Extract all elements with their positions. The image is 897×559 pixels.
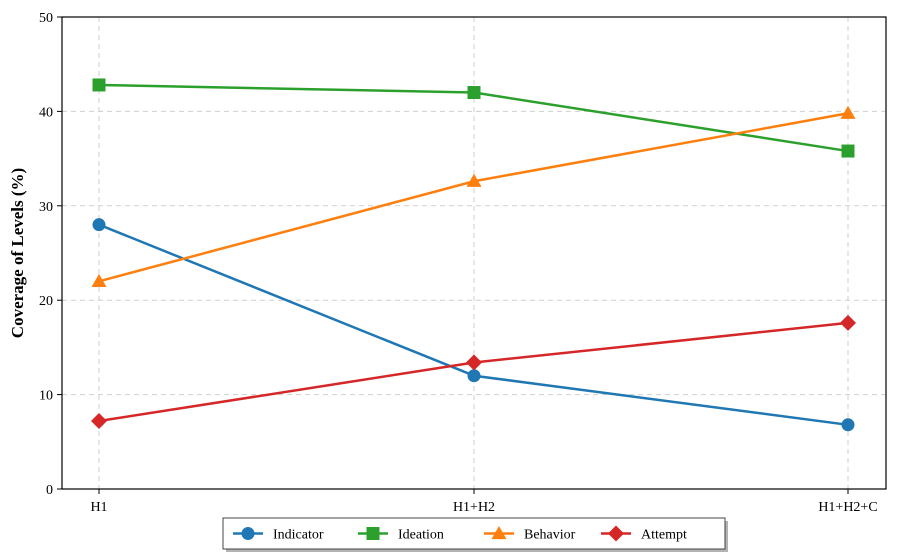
- data-point-ideation: [467, 86, 481, 100]
- y-tick-label: 10: [39, 389, 53, 404]
- y-tick-label: 0: [46, 483, 53, 498]
- data-point-attempt: [840, 314, 856, 331]
- data-point-ideation: [92, 78, 106, 92]
- series-behavior: [91, 105, 856, 287]
- x-tick-label: H1+H2+C: [818, 500, 877, 515]
- legend-marker-indicator: [241, 527, 255, 540]
- data-point-behavior: [840, 105, 856, 119]
- data-point-indicator: [467, 369, 481, 383]
- axes: 0 10 20 30 40 50 H1 H1+H2 H1+H2+C: [39, 11, 878, 515]
- y-tick-label: 30: [39, 200, 53, 215]
- legend-marker-behavior: [491, 526, 507, 540]
- x-tick-label: H1: [90, 500, 107, 515]
- legend-marker-attempt: [608, 525, 624, 542]
- y-tick-label: 40: [39, 105, 53, 120]
- legend-label-behavior: Behavior: [524, 528, 576, 543]
- data-point-indicator: [841, 418, 855, 432]
- data-point-ideation: [841, 144, 855, 158]
- legend-label-attempt: Attempt: [641, 528, 687, 543]
- grid: [62, 17, 886, 489]
- series-ideation: [92, 78, 855, 158]
- legend-item-attempt: Attempt: [601, 525, 687, 543]
- series-indicator: [92, 218, 855, 432]
- y-tick-label: 50: [39, 11, 53, 26]
- data-point-behavior: [91, 273, 107, 287]
- legend-item-indicator: Indicator: [233, 527, 324, 543]
- y-tick-label: 20: [39, 294, 53, 309]
- legend: Indicator Ideation Behavior Attempt: [222, 517, 728, 552]
- data-point-attempt: [91, 413, 107, 430]
- x-tick-label: H1+H2: [453, 500, 495, 515]
- legend-label-ideation: Ideation: [398, 528, 444, 543]
- series-group: [91, 78, 856, 432]
- data-point-attempt: [466, 354, 482, 371]
- data-point-indicator: [92, 218, 106, 232]
- y-axis-title: Coverage of Levels (%): [8, 168, 27, 338]
- legend-marker-ideation: [366, 527, 380, 540]
- legend-label-indicator: Indicator: [273, 528, 324, 543]
- data-point-behavior: [466, 173, 482, 187]
- legend-item-behavior: Behavior: [484, 526, 576, 543]
- legend-box: [222, 517, 726, 550]
- series-attempt: [91, 314, 856, 430]
- legend-item-ideation: Ideation: [358, 527, 444, 543]
